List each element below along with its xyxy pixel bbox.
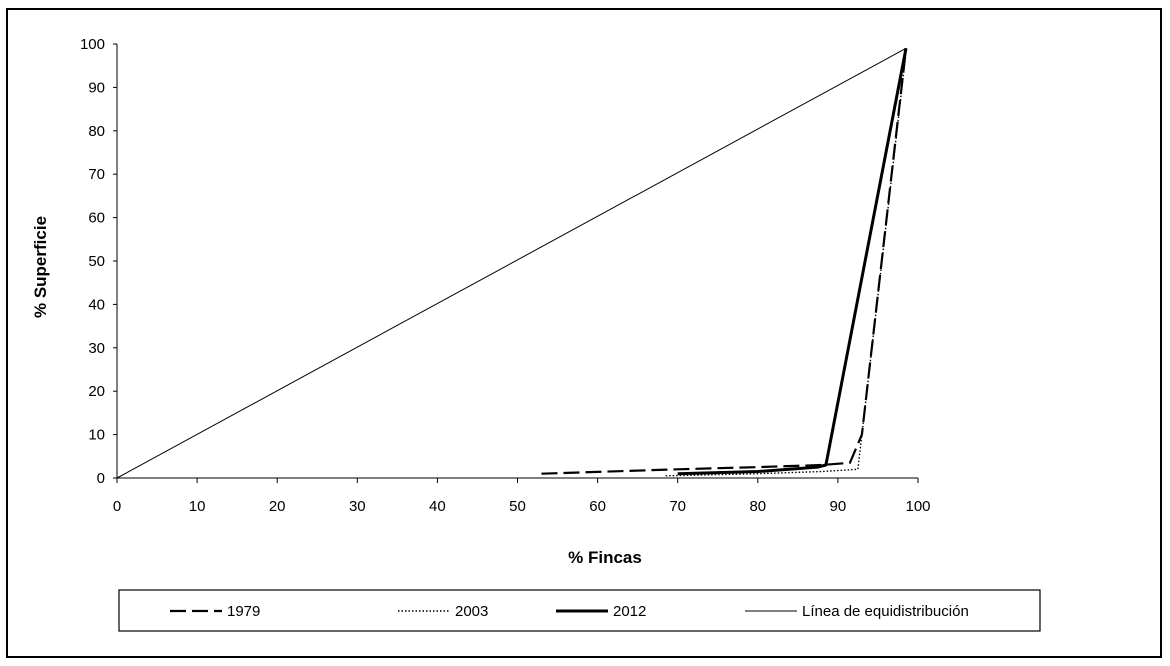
x-tick-label: 60 xyxy=(589,498,606,515)
series-line-1979 xyxy=(541,48,908,475)
series-line-2003 xyxy=(665,52,907,477)
legend-label: 2012 xyxy=(613,603,646,620)
y-tick-label: 30 xyxy=(88,340,105,357)
y-tick-label: 80 xyxy=(88,123,105,140)
y-tick-label: 20 xyxy=(88,383,105,400)
y-tick-label: 50 xyxy=(88,253,105,270)
y-tick-label: 90 xyxy=(88,79,105,96)
series-layer xyxy=(116,47,908,479)
x-tick-label: 90 xyxy=(830,498,847,515)
x-tick-label: 30 xyxy=(349,498,366,515)
y-tick-label: 100 xyxy=(80,36,105,53)
chart-frame xyxy=(6,8,1162,658)
y-tick-label: 40 xyxy=(88,296,105,313)
y-tick-label: 70 xyxy=(88,166,105,183)
x-tick-label: 80 xyxy=(749,498,766,515)
axes: 0 10 20 30 40 50 60 70 80 90 100 0 10 20 30 40 50 60 70 80 9… xyxy=(80,36,931,515)
x-tick-label: 10 xyxy=(189,498,206,515)
legend: 1979 2003 2012 Línea de equidistribución xyxy=(118,589,1041,632)
x-tick-label: 70 xyxy=(669,498,686,515)
x-tick-label: 0 xyxy=(113,498,121,515)
legend-label: 2003 xyxy=(455,603,488,620)
legend-label: 1979 xyxy=(227,603,260,620)
y-tick-label: 60 xyxy=(88,210,105,227)
x-tick-label: 20 xyxy=(269,498,286,515)
x-tick-label: 100 xyxy=(905,498,930,515)
series-line-2012 xyxy=(677,48,908,476)
y-tick-label: 0 xyxy=(97,470,105,487)
x-axis-title: % Fincas xyxy=(568,548,642,567)
series-line-l-nea-de-equidistribuci-n xyxy=(116,47,907,479)
legend-label: Línea de equidistribución xyxy=(802,603,969,620)
y-axis-title: % Superficie xyxy=(31,216,50,318)
y-tick-label: 10 xyxy=(88,427,105,444)
x-tick-label: 40 xyxy=(429,498,446,515)
x-tick-label: 50 xyxy=(509,498,526,515)
